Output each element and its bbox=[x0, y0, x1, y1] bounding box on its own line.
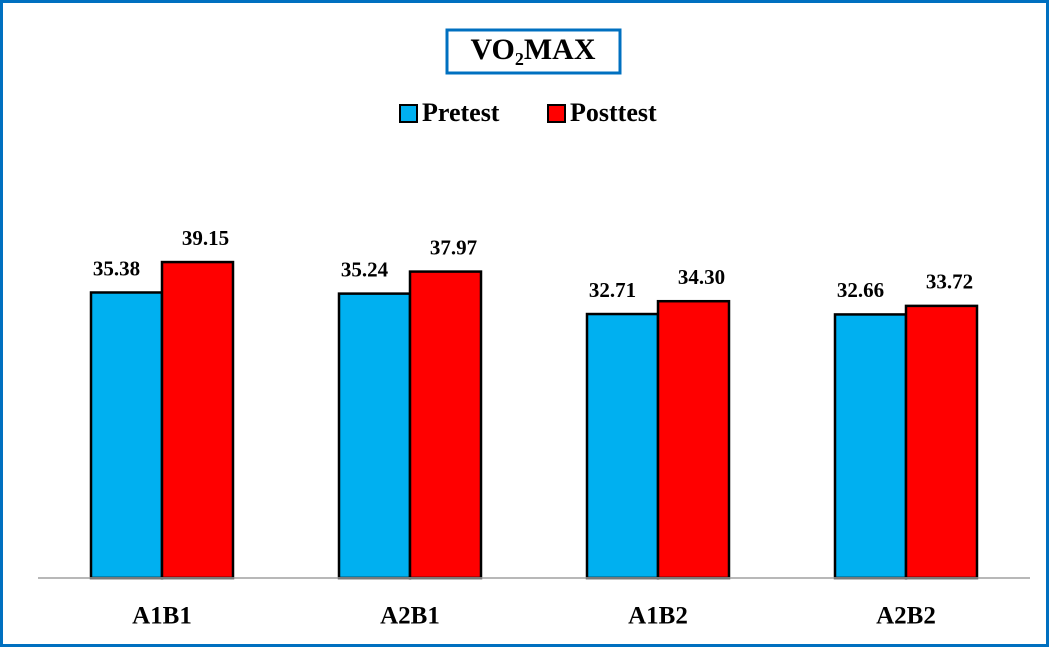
x-tick-label: A1B2 bbox=[628, 603, 688, 630]
bar bbox=[408, 270, 483, 580]
x-tick-label: A2B2 bbox=[876, 603, 936, 630]
legend-label: Pretest bbox=[422, 98, 500, 127]
data-label: 32.71 bbox=[589, 278, 636, 302]
bar bbox=[160, 260, 235, 580]
legend-label: Posttest bbox=[570, 98, 657, 127]
bar bbox=[904, 304, 979, 580]
bar bbox=[337, 292, 412, 580]
x-tick-label: A1B1 bbox=[132, 603, 192, 630]
bar bbox=[585, 312, 660, 580]
data-label: 37.97 bbox=[430, 235, 477, 259]
data-label: 33.72 bbox=[926, 270, 973, 294]
legend-swatch bbox=[547, 104, 566, 123]
bar bbox=[656, 299, 731, 580]
data-label: 35.38 bbox=[93, 256, 140, 280]
legend-swatch bbox=[399, 104, 418, 123]
chart-title: VO₂MAX bbox=[470, 33, 595, 66]
data-label: 32.66 bbox=[837, 278, 884, 302]
x-tick-label: A2B1 bbox=[380, 603, 440, 630]
title-box bbox=[445, 28, 622, 75]
bar bbox=[89, 291, 164, 580]
data-label: 35.24 bbox=[341, 257, 389, 281]
data-label: 39.15 bbox=[182, 226, 229, 250]
data-label: 34.30 bbox=[678, 265, 725, 289]
bar bbox=[833, 313, 908, 580]
